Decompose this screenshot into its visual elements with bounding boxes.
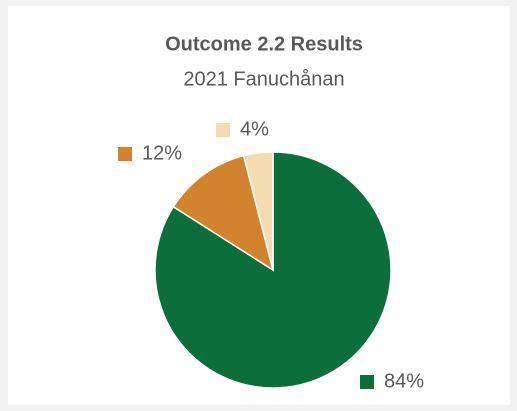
data-label: 84% <box>384 370 424 392</box>
chart-title: Outcome 2.2 Results <box>165 33 363 55</box>
data-label: 4% <box>240 118 269 140</box>
data-label: 12% <box>142 142 182 164</box>
pie-slice <box>172 154 275 272</box>
label-marker <box>118 147 132 161</box>
label-marker <box>216 123 230 137</box>
label-marker <box>360 375 374 389</box>
chart-subtitle: 2021 Fanuchånan <box>183 68 344 90</box>
pie-slice <box>242 151 274 271</box>
